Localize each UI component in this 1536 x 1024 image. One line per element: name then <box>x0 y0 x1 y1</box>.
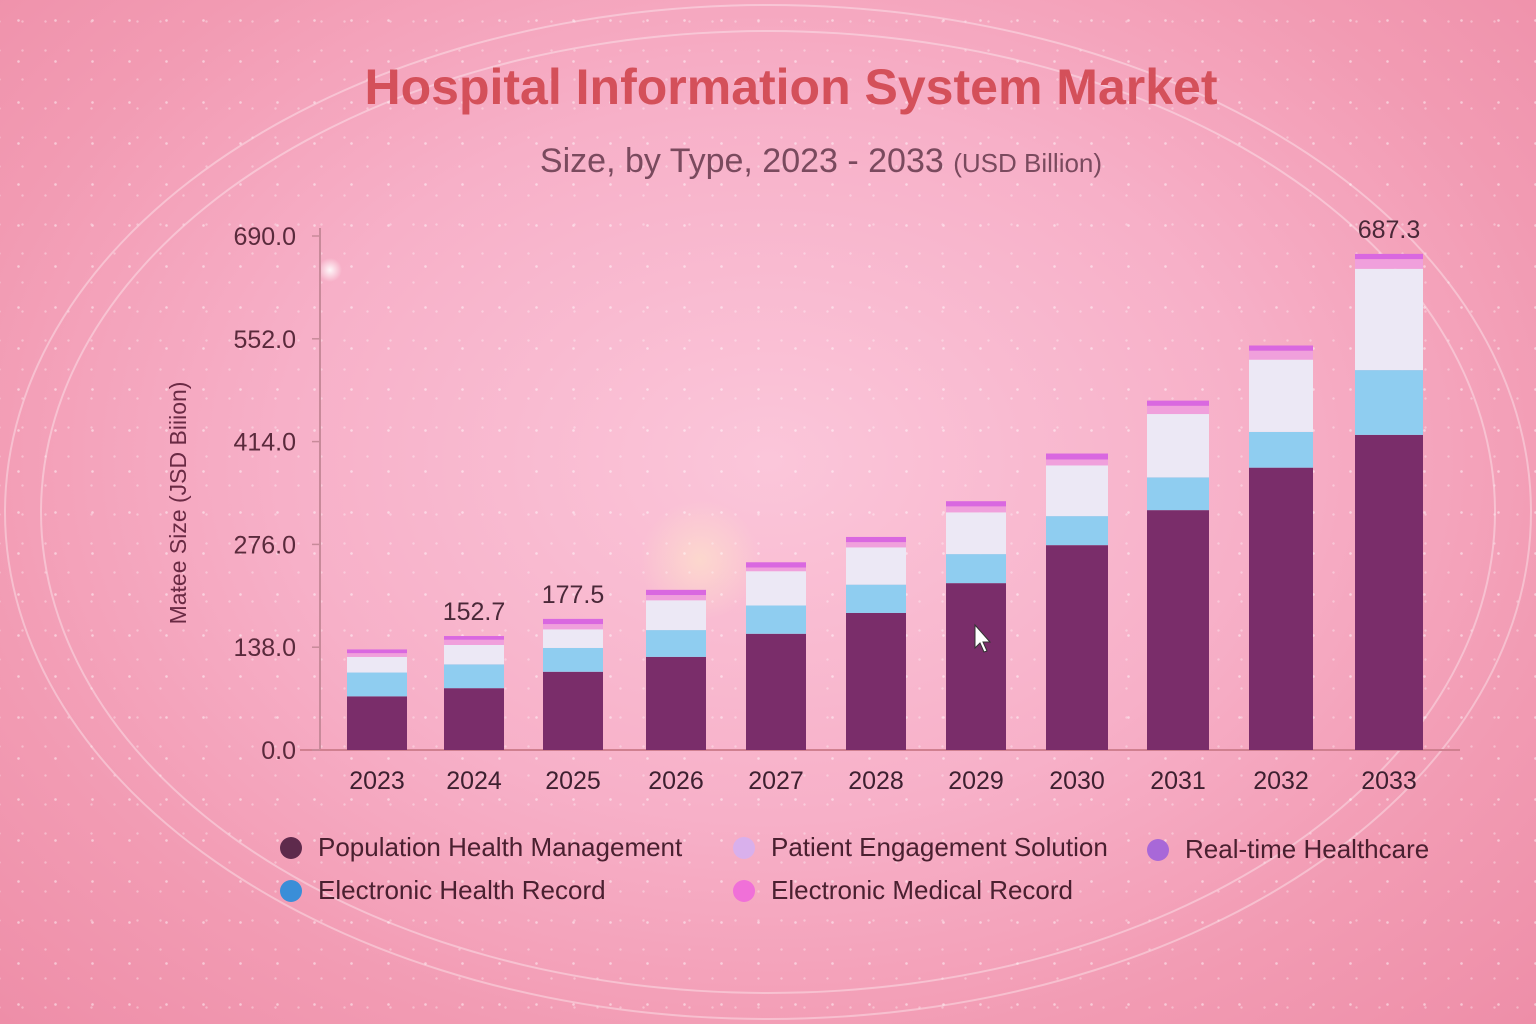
bar-segment-population-health-management-2027 <box>746 633 806 750</box>
bar-segment-population-health-management-2026 <box>646 656 706 750</box>
bar-segment-electronic-medical-record-2032 <box>1249 350 1313 360</box>
y-tick-label: 414.0 <box>233 429 296 457</box>
x-tick-label: 2030 <box>1049 767 1105 795</box>
data-label: 152.7 <box>443 598 506 626</box>
y-axis-label: Maŧee Size (JSD Biiion) <box>165 382 191 625</box>
mouse-cursor-icon <box>974 623 992 653</box>
legend-dot-icon <box>280 836 302 859</box>
bar-segment-electronic-medical-record-2026 <box>646 595 706 601</box>
bar-segment-electronic-health-record-2030 <box>1046 516 1108 546</box>
bar-segment-electronic-health-record-2029 <box>946 554 1006 584</box>
legend-label: Electronic Medical Record <box>771 875 1074 905</box>
y-tick-label: 0.0 <box>261 737 296 765</box>
subtitle-unit: (USD Billion) <box>953 148 1103 178</box>
bar-segment-population-health-management-2025 <box>543 671 603 750</box>
bar-segment-population-health-management-2033 <box>1355 434 1423 750</box>
x-tick-label: 2023 <box>349 767 405 795</box>
bar-segment-patient-engagement-solution-2033 <box>1355 268 1423 371</box>
bar-segment-real-time-healthcare-2023 <box>347 649 407 654</box>
legend-item: Electronic Health Record <box>280 875 606 906</box>
x-tick-label: 2031 <box>1150 767 1206 795</box>
bar-segment-patient-engagement-solution-2024 <box>444 644 504 665</box>
bar-segment-population-health-management-2024 <box>444 688 504 750</box>
bar-segment-population-health-management-2030 <box>1046 545 1108 750</box>
bar-segment-population-health-management-2028 <box>846 612 906 750</box>
bar-segment-real-time-healthcare-2033 <box>1355 253 1423 260</box>
legend-label: Population Health Management <box>318 832 683 862</box>
legend-dot-icon <box>733 879 755 902</box>
bar-segment-electronic-medical-record-2030 <box>1046 459 1108 466</box>
bar-segment-real-time-healthcare-2031 <box>1147 400 1209 406</box>
x-tick-label: 2032 <box>1253 767 1309 795</box>
legend-dot-icon <box>733 836 755 859</box>
bar-segment-electronic-health-record-2027 <box>746 605 806 634</box>
bar-segment-electronic-medical-record-2031 <box>1147 405 1209 415</box>
bar-segment-patient-engagement-solution-2032 <box>1249 359 1313 432</box>
bar-segment-patient-engagement-solution-2027 <box>746 571 806 606</box>
data-label: 687.3 <box>1358 216 1421 244</box>
bar-segment-electronic-medical-record-2025 <box>543 624 603 630</box>
legend-item: Real-time Healthcare <box>1147 834 1429 865</box>
bar-segment-real-time-healthcare-2030 <box>1046 453 1108 460</box>
bar-segment-electronic-medical-record-2033 <box>1355 259 1423 269</box>
x-tick-label: 2033 <box>1361 767 1417 795</box>
bar-segment-electronic-health-record-2031 <box>1147 477 1209 511</box>
x-tick-label: 2024 <box>446 767 502 795</box>
bar-segment-real-time-healthcare-2025 <box>543 618 603 625</box>
bar-segment-patient-engagement-solution-2029 <box>946 512 1006 555</box>
bar-segment-electronic-health-record-2026 <box>646 630 706 657</box>
subtitle-text: Size, by Type, 2023 - 2033 <box>539 142 944 180</box>
y-tick-label: 690.0 <box>233 223 296 251</box>
x-tick-label: 2026 <box>648 767 704 795</box>
bar-segment-patient-engagement-solution-2026 <box>646 600 706 631</box>
chart-title: Hospital Information System Market <box>364 59 1218 115</box>
legend-item: Electronic Medical Record <box>733 875 1073 906</box>
y-tick-label: 276.0 <box>233 531 296 559</box>
bar-segment-patient-engagement-solution-2023 <box>347 656 407 673</box>
data-label: 177.5 <box>542 581 605 609</box>
bar-segment-electronic-health-record-2024 <box>444 664 504 689</box>
bar-segment-real-time-healthcare-2027 <box>746 562 806 568</box>
x-tick-label: 2028 <box>848 767 904 795</box>
bar-segment-real-time-healthcare-2028 <box>846 536 906 543</box>
y-tick-label: 138.0 <box>233 634 296 662</box>
legend-item: Patient Engagement Solution <box>733 832 1108 863</box>
bar-segment-patient-engagement-solution-2028 <box>846 547 906 585</box>
bar-segment-population-health-management-2032 <box>1249 467 1313 750</box>
bar-segment-electronic-health-record-2032 <box>1249 431 1313 468</box>
bar-segment-electronic-medical-record-2027 <box>746 567 806 572</box>
bar-segment-population-health-management-2031 <box>1147 510 1209 750</box>
bar-segment-electronic-health-record-2023 <box>347 672 407 697</box>
bar-segment-real-time-healthcare-2024 <box>444 636 504 640</box>
x-tick-label: 2027 <box>748 767 804 795</box>
legend-dot-icon <box>280 879 302 902</box>
legend-label: Electronic Health Record <box>318 875 606 905</box>
bar-segment-population-health-management-2029 <box>946 583 1006 750</box>
bar-segment-real-time-healthcare-2026 <box>646 589 706 596</box>
legend-dot-icon <box>1147 838 1169 861</box>
y-tick-label: 552.0 <box>233 326 296 354</box>
bar-segment-electronic-medical-record-2028 <box>846 542 906 548</box>
bar-segment-patient-engagement-solution-2031 <box>1147 414 1209 478</box>
bar-segment-patient-engagement-solution-2025 <box>543 629 603 648</box>
bar-segment-electronic-health-record-2025 <box>543 647 603 672</box>
bar-segment-electronic-health-record-2033 <box>1355 370 1423 435</box>
chart-subtitle: Size, by Type, 2023 - 2033 (USD Billion) <box>0 142 1536 181</box>
bar-segment-electronic-medical-record-2023 <box>347 653 407 657</box>
bar-segment-real-time-healthcare-2032 <box>1249 345 1313 351</box>
x-tick-label: 2029 <box>948 767 1004 795</box>
legend-label: Patient Engagement Solution <box>771 832 1108 862</box>
legend-label: Real-time Healthcare <box>1185 834 1430 864</box>
bar-segment-electronic-medical-record-2024 <box>444 639 504 645</box>
bar-segment-population-health-management-2023 <box>347 696 407 750</box>
bar-segment-electronic-health-record-2028 <box>846 584 906 613</box>
bar-segment-patient-engagement-solution-2030 <box>1046 465 1108 517</box>
bar-segment-electronic-medical-record-2029 <box>946 506 1006 513</box>
legend-item: Population Health Management <box>280 832 682 863</box>
bar-segment-real-time-healthcare-2029 <box>946 501 1006 507</box>
x-tick-label: 2025 <box>545 767 601 795</box>
